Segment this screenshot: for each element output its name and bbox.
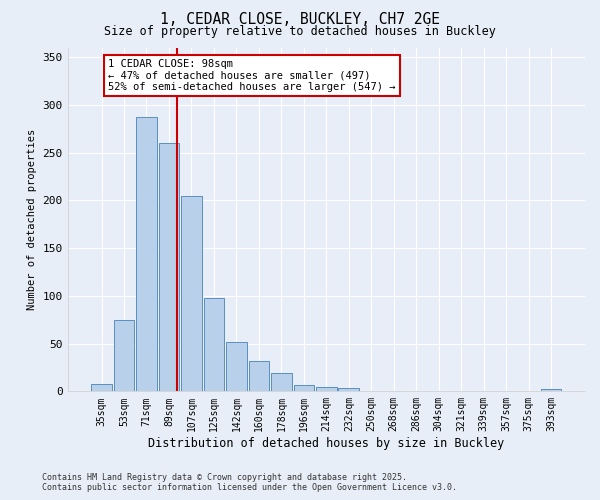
Bar	[181, 196, 202, 392]
Bar	[293, 384, 314, 392]
Text: 1, CEDAR CLOSE, BUCKLEY, CH7 2GE: 1, CEDAR CLOSE, BUCKLEY, CH7 2GE	[160, 12, 440, 28]
Bar	[541, 390, 562, 392]
Bar	[271, 373, 292, 392]
Bar	[158, 143, 179, 392]
Bar	[338, 388, 359, 392]
Bar	[203, 298, 224, 392]
Bar	[226, 342, 247, 392]
Text: 1 CEDAR CLOSE: 98sqm
← 47% of detached houses are smaller (497)
52% of semi-deta: 1 CEDAR CLOSE: 98sqm ← 47% of detached h…	[108, 59, 396, 92]
Text: Contains HM Land Registry data © Crown copyright and database right 2025.
Contai: Contains HM Land Registry data © Crown c…	[42, 473, 457, 492]
Bar	[248, 361, 269, 392]
Bar	[316, 386, 337, 392]
X-axis label: Distribution of detached houses by size in Buckley: Distribution of detached houses by size …	[148, 437, 505, 450]
Bar	[113, 320, 134, 392]
Bar	[136, 117, 157, 392]
Bar	[91, 384, 112, 392]
Y-axis label: Number of detached properties: Number of detached properties	[27, 129, 37, 310]
Text: Size of property relative to detached houses in Buckley: Size of property relative to detached ho…	[104, 25, 496, 38]
